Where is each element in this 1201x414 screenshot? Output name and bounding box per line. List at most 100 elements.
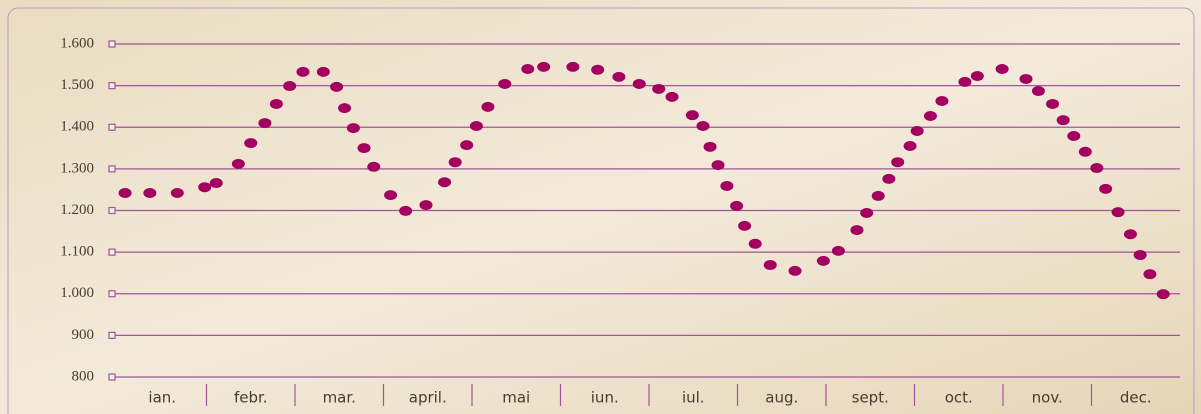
y-tick-mark <box>108 165 116 173</box>
dot <box>860 207 874 218</box>
x-tick-label: febr. <box>234 389 268 407</box>
y-tick-mark <box>108 82 116 90</box>
y-tick-label: 1.000 <box>60 285 94 301</box>
dot <box>665 91 679 102</box>
y-tick-label: 1.200 <box>60 202 94 218</box>
x-tick-label: dec. <box>1120 389 1152 407</box>
dot <box>1143 269 1157 280</box>
dot <box>748 238 762 249</box>
dot <box>1067 130 1081 141</box>
x-tick-label: oct. <box>945 389 973 407</box>
dot <box>170 188 184 199</box>
dot <box>1031 86 1045 97</box>
dot <box>935 96 949 107</box>
y-tick-mark <box>108 331 116 339</box>
dot <box>970 71 984 82</box>
dot <box>346 123 360 134</box>
x-tick-label: mar. <box>323 389 356 407</box>
y-tick-label: 1.300 <box>60 160 94 176</box>
x-tick-label: aug. <box>765 389 798 407</box>
dot <box>1046 98 1060 109</box>
dot <box>469 121 483 132</box>
dot <box>711 160 725 171</box>
y-tick-label: 1.100 <box>60 244 94 260</box>
dot <box>269 98 283 109</box>
dot <box>923 111 937 122</box>
y-tick-label: 900 <box>72 327 95 343</box>
dot <box>763 260 777 271</box>
y-tick-label: 1.400 <box>60 119 94 135</box>
y-tick-mark <box>108 206 116 215</box>
dot <box>481 101 495 112</box>
x-tick-label: sept. <box>852 389 889 407</box>
x-tick-label: iun. <box>591 389 619 407</box>
dot <box>1078 146 1092 157</box>
y-tick-label: 1.500 <box>60 77 94 93</box>
dot <box>1099 183 1113 194</box>
dot <box>730 200 744 211</box>
dot <box>831 245 845 256</box>
dot <box>652 83 666 94</box>
dot <box>1111 207 1125 218</box>
dot <box>1056 115 1070 126</box>
dot <box>296 66 310 77</box>
dot <box>283 81 297 92</box>
y-tick-mark <box>108 40 116 48</box>
dot <box>198 182 212 193</box>
dot <box>448 157 462 168</box>
dot <box>891 157 905 168</box>
dot <box>316 66 330 77</box>
dot <box>871 190 885 201</box>
x-tick-label: ian. <box>148 389 176 407</box>
dot <box>1019 73 1033 84</box>
y-tick-mark <box>108 373 116 381</box>
dot <box>330 81 344 92</box>
x-tick-label: april. <box>409 389 447 407</box>
dot <box>685 110 699 121</box>
dot <box>995 63 1009 74</box>
dot <box>566 61 580 72</box>
dot <box>816 255 830 266</box>
dot <box>367 161 381 172</box>
dot <box>357 143 371 154</box>
dot <box>384 190 398 201</box>
dot <box>738 220 752 231</box>
dot <box>460 140 474 151</box>
x-tick-label: nov. <box>1032 389 1063 407</box>
y-tick-mark <box>108 290 116 298</box>
dot <box>850 225 864 236</box>
dot <box>788 265 802 276</box>
dot <box>498 78 512 89</box>
x-tick-label: iul. <box>682 389 705 407</box>
dot <box>1156 289 1170 300</box>
dot <box>958 76 972 87</box>
dot <box>1133 250 1147 261</box>
dot <box>696 121 710 132</box>
y-tick-mark <box>108 248 116 256</box>
dot <box>231 158 245 169</box>
dot <box>1090 163 1104 174</box>
y-tick-label: 800 <box>72 368 95 384</box>
dot <box>537 61 551 72</box>
dot <box>703 141 717 152</box>
y-tick-label: 1.600 <box>60 35 94 51</box>
dot <box>1123 229 1137 240</box>
dot <box>910 125 924 136</box>
dot <box>209 178 223 189</box>
y-tick-mark <box>108 123 116 131</box>
dot <box>438 177 452 188</box>
dot <box>244 138 258 149</box>
dot <box>399 205 413 216</box>
dot <box>591 64 605 75</box>
dot <box>903 140 917 151</box>
dot <box>632 78 646 89</box>
x-tick-label: mai <box>502 389 530 407</box>
dot <box>143 188 157 199</box>
dot <box>612 71 626 82</box>
dot <box>258 118 272 129</box>
dot <box>419 200 433 211</box>
dot <box>521 63 535 74</box>
frame <box>7 7 1195 414</box>
